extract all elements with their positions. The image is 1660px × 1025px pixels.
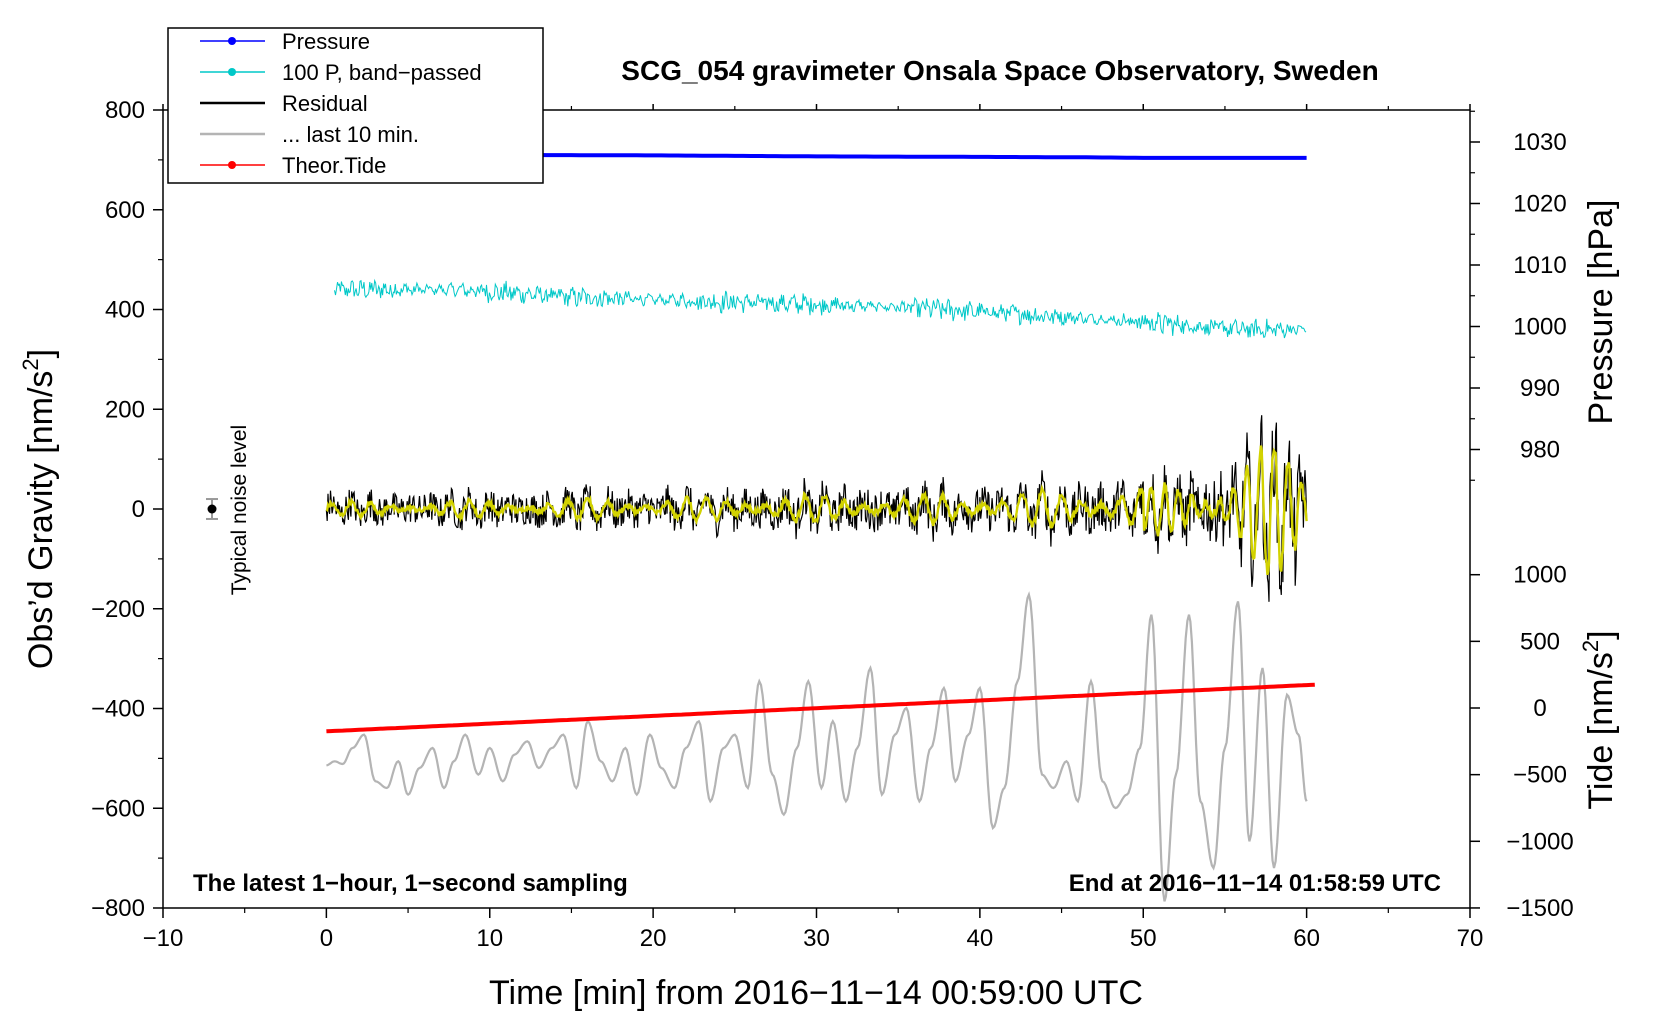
y-axis-title-left-sup: 2 [18,358,43,370]
legend-label: 100 P, band−passed [282,60,482,85]
y-tick-label: 0 [132,496,145,523]
chart-title: SCG_054 gravimeter Onsala Space Observat… [621,55,1378,86]
x-tick-label: 30 [803,925,830,952]
legend-box [167,27,544,184]
pressure-tick-label: 1030 [1513,129,1566,156]
tide-tick-label: −1000 [1506,828,1573,855]
legend-label: ... last 10 min. [282,122,419,147]
x-tick-label: −10 [143,925,184,952]
annotation-sampling: The latest 1−hour, 1−second sampling [193,870,628,897]
x-axis-title: Time [min] from 2016−11−14 00:59:00 UTC [489,974,1143,1012]
axes-layer: −10 0 10 20 30 40 50 60 70−800−600−400−200020040… [91,97,1574,952]
pressure-tick-label: 1020 [1513,191,1566,218]
x-tick-label: 60 [1293,925,1320,952]
legend-marker [228,161,236,169]
tide-tick-label: −1500 [1506,895,1573,922]
y-tick-label: 400 [105,297,145,324]
series-layer [325,151,1315,902]
series-last-10-min-line [326,591,1308,902]
x-tick-label: 50 [1130,925,1157,952]
y-axis-title-pressure: Pressure [hPa] [1582,200,1620,425]
legend-label: Residual [282,91,368,116]
y-axis-title-tide-main: Tide [nm/s [1582,652,1620,809]
legend-marker [228,68,236,76]
y-axis-title-tide-sup: 2 [1578,640,1603,652]
legend-entry: 100 P, band−passed [200,60,482,85]
y-tick-label: −400 [91,696,145,723]
x-tick-label: 20 [640,925,667,952]
y-tick-label: 800 [105,97,145,124]
y-axis-title-tide: Tide [nm/s2] [1578,630,1620,809]
noise-level-label: Typical noise level [228,425,251,595]
x-tick-label: 0 [320,925,333,952]
series-band-passed-line [334,278,1307,339]
y-axis-title-left: Obs’d Gravity [nm/s2] [18,349,60,669]
y-axis-title-left-main: Obs’d Gravity [nm/s [22,371,60,670]
series-residual-smoothed-line [325,445,1308,576]
annotation-end-time: End at 2016−11−14 01:58:59 UTC [1069,870,1441,897]
y-tick-label: −200 [91,596,145,623]
legend-entry: Residual [200,91,368,116]
legend: Pressure 100 P, band−passed Residual ... la… [167,27,544,184]
legend-entry: Theor.Tide [200,153,386,178]
noise-point [207,504,217,514]
legend-entry: Pressure [200,29,370,54]
legend-items: Pressure 100 P, band−passed Residual ... la… [200,29,482,178]
x-tick-label: 40 [967,925,994,952]
series-theor-tide-line [326,682,1315,734]
legend-marker [228,37,236,45]
y-tick-label: 600 [105,197,145,224]
legend-entry: ... last 10 min. [200,122,419,147]
legend-label: Pressure [282,29,370,54]
tide-tick-label: 500 [1520,628,1560,655]
y-axis-title-left-close: ] [22,349,60,358]
tide-tick-label: 1000 [1513,562,1566,589]
pressure-tick-label: 1010 [1513,252,1566,279]
pressure-tick-label: 1000 [1513,314,1566,341]
tide-tick-label: −500 [1513,762,1567,789]
tide-tick-label: 0 [1533,695,1546,722]
noise-level-marker [206,498,219,520]
pressure-tick-label: 990 [1520,375,1560,402]
y-tick-label: 200 [105,396,145,423]
y-axis-title-tide-close: ] [1582,630,1620,639]
y-tick-label: −600 [91,795,145,822]
legend-label: Theor.Tide [282,153,386,178]
x-tick-label: 10 [476,925,503,952]
y-tick-label: −800 [91,895,145,922]
x-tick-label: 70 [1457,925,1484,952]
pressure-tick-label: 980 [1520,437,1560,464]
